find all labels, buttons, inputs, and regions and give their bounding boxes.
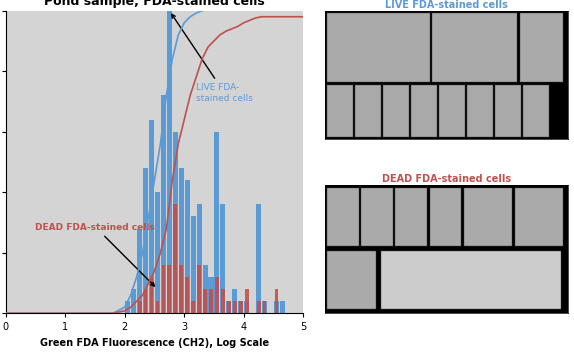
Bar <box>208 277 214 313</box>
Bar <box>233 301 236 313</box>
Title: LIVE FDA-stained cells: LIVE FDA-stained cells <box>385 0 508 10</box>
Bar <box>256 204 261 313</box>
FancyBboxPatch shape <box>355 85 381 137</box>
Bar <box>227 301 231 313</box>
FancyBboxPatch shape <box>395 188 427 246</box>
Bar <box>197 265 201 313</box>
FancyBboxPatch shape <box>523 85 549 137</box>
Bar <box>173 204 177 313</box>
FancyBboxPatch shape <box>327 13 429 82</box>
Bar <box>257 301 261 313</box>
FancyBboxPatch shape <box>327 85 353 137</box>
Bar <box>161 265 165 313</box>
FancyBboxPatch shape <box>439 85 465 137</box>
Bar <box>131 289 136 313</box>
Bar <box>244 301 249 313</box>
FancyBboxPatch shape <box>464 188 512 246</box>
Bar <box>185 277 189 313</box>
Bar <box>274 301 279 313</box>
Title: DEAD FDA-stained cells: DEAD FDA-stained cells <box>382 174 511 184</box>
Bar <box>203 265 208 313</box>
FancyBboxPatch shape <box>519 13 564 82</box>
FancyBboxPatch shape <box>381 251 561 309</box>
FancyBboxPatch shape <box>362 188 393 246</box>
Bar <box>150 277 153 313</box>
Title: Pond sample, FDA-stained cells: Pond sample, FDA-stained cells <box>44 0 265 8</box>
FancyBboxPatch shape <box>327 188 359 246</box>
Bar <box>221 289 225 313</box>
FancyBboxPatch shape <box>432 13 517 82</box>
Bar <box>144 289 148 313</box>
Bar <box>203 289 207 313</box>
Bar <box>125 301 130 313</box>
Bar <box>179 265 183 313</box>
FancyBboxPatch shape <box>495 85 521 137</box>
Bar <box>191 301 195 313</box>
Bar <box>137 229 142 313</box>
Bar <box>149 120 154 313</box>
FancyBboxPatch shape <box>467 85 493 137</box>
Bar <box>262 301 267 313</box>
Text: LIVE FDA-
stained cells: LIVE FDA- stained cells <box>172 14 253 103</box>
FancyBboxPatch shape <box>383 85 409 137</box>
Bar <box>173 132 178 313</box>
Text: DEAD FDA-stained cells: DEAD FDA-stained cells <box>36 222 156 286</box>
Bar <box>185 180 190 313</box>
FancyBboxPatch shape <box>429 188 461 246</box>
Bar <box>220 204 226 313</box>
Bar <box>263 301 266 313</box>
Bar <box>232 289 237 313</box>
Bar <box>215 277 219 313</box>
Bar <box>167 11 172 313</box>
Bar <box>280 301 285 313</box>
Bar <box>143 168 148 313</box>
Bar <box>209 289 213 313</box>
Bar <box>215 132 219 313</box>
Bar <box>156 301 160 313</box>
FancyBboxPatch shape <box>411 85 437 137</box>
Bar <box>155 192 160 313</box>
Bar <box>239 301 243 313</box>
Bar <box>161 95 166 313</box>
Bar <box>179 168 184 313</box>
Bar <box>245 289 249 313</box>
Bar <box>226 301 231 313</box>
FancyBboxPatch shape <box>327 251 376 309</box>
FancyBboxPatch shape <box>515 188 564 246</box>
X-axis label: Green FDA Fluorescence (CH2), Log Scale: Green FDA Fluorescence (CH2), Log Scale <box>40 338 269 348</box>
Bar <box>191 216 196 313</box>
Bar <box>274 289 278 313</box>
Bar <box>196 204 201 313</box>
Bar <box>138 301 142 313</box>
Bar <box>168 265 171 313</box>
Bar <box>238 301 243 313</box>
